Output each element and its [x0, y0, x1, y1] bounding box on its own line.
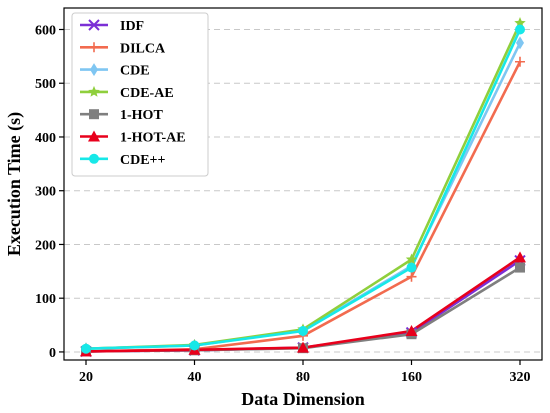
data-point-cde	[516, 36, 524, 50]
data-point-cde++	[189, 340, 200, 351]
y-tick-label: 300	[35, 185, 56, 200]
x-tick-label: 320	[510, 370, 531, 385]
legend-label: DILCA	[120, 41, 166, 56]
legend-marker	[89, 42, 99, 53]
data-point-cde++	[515, 24, 525, 35]
y-tick-label: 200	[35, 238, 56, 253]
legend-marker	[88, 130, 100, 142]
data-point-1-hot-ae	[514, 251, 526, 263]
legend: IDF DILCA CDE CDE-AE 1-HOT 1-HOT-AE CDE++	[71, 12, 209, 177]
legend-marker	[88, 85, 100, 97]
x-tick-label: 40	[188, 370, 202, 385]
data-point-cde-ae	[405, 253, 418, 265]
data-point-dilca	[515, 56, 525, 67]
data-point-1-hot-ae	[405, 324, 418, 336]
y-tick-label: 600	[35, 23, 56, 38]
series-markers	[80, 17, 526, 358]
data-point-dilca	[406, 271, 417, 282]
y-tick-label: 0	[49, 346, 56, 361]
y-tick-label: 100	[35, 292, 56, 307]
x-axis-title: Data Dimension	[241, 389, 365, 409]
y-tick-label: 500	[35, 77, 56, 92]
legend-label: 1-HOT-AE	[120, 131, 186, 146]
legend-label: CDE-AE	[120, 86, 174, 101]
data-point-cde++	[81, 343, 91, 354]
x-tick-label: 80	[296, 370, 310, 385]
legend-marker	[90, 63, 98, 77]
x-axis-ticks: 20 40 80 160 320	[79, 360, 531, 385]
legend-label: 1-HOT	[120, 108, 163, 123]
data-point-cde-ae	[514, 17, 526, 28]
legend-label: IDF	[120, 19, 144, 34]
legend-marker	[89, 109, 99, 120]
y-tick-label: 400	[35, 131, 56, 146]
legend-label: CDE++	[120, 153, 166, 168]
data-point-cde++	[298, 325, 308, 336]
x-tick-label: 160	[401, 370, 422, 385]
legend-marker	[89, 153, 99, 164]
legend-marker	[88, 19, 100, 31]
y-axis-title: Execution Time (s)	[4, 112, 25, 256]
data-point-1-hot-ae	[297, 341, 309, 353]
data-point-cde++	[406, 262, 417, 273]
legend-label: CDE	[120, 64, 150, 79]
x-tick-label: 20	[79, 370, 93, 385]
y-axis-ticks: 0 100 200 300 400 500 600	[35, 23, 64, 361]
data-point-1-hot	[515, 262, 525, 273]
